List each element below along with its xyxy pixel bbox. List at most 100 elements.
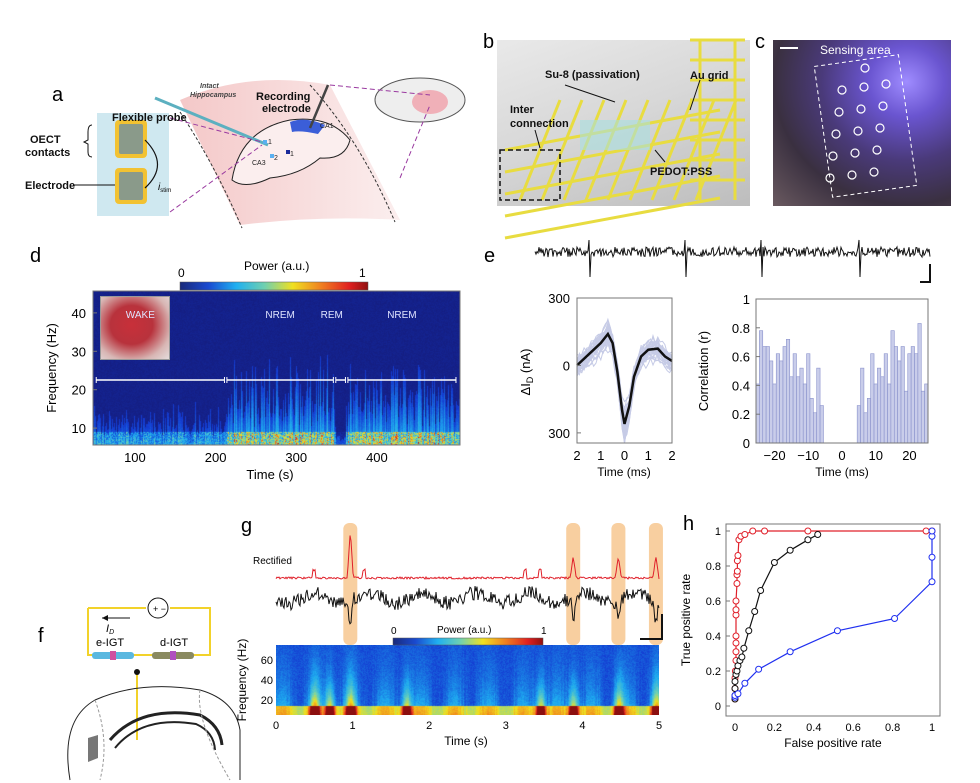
roc-point (770, 559, 778, 566)
correlation-bar (914, 353, 919, 444)
event-highlight (648, 523, 663, 645)
region-boundary (94, 699, 105, 781)
label-inter: Inter (510, 104, 535, 116)
ylabel-d: Frequency (Hz) (44, 323, 59, 413)
label-istim: istim (158, 182, 171, 194)
correlation-bar (866, 398, 871, 444)
correlation-bar (813, 412, 818, 444)
electrode-site-icon (872, 145, 882, 155)
correlation-bar (890, 330, 895, 444)
xtick-label: 2 (668, 448, 675, 463)
roc-point (734, 690, 742, 698)
state-label: NREM (265, 310, 294, 321)
correlation-bar (799, 367, 804, 444)
electrode-site-icon (825, 173, 835, 183)
d-igt-gate (170, 651, 176, 660)
colorbar-tick-0: 0 (391, 626, 397, 637)
xtick-label: 1 (645, 448, 652, 463)
electrode-site-icon (831, 129, 841, 139)
hippocampus-outline (231, 118, 351, 185)
label-electrode-word: electrode (262, 103, 311, 115)
ytick-label: 0.8 (706, 561, 721, 573)
correlation-bar (897, 360, 902, 444)
label-site-2: 2 (274, 155, 278, 162)
flexible-probe (154, 96, 269, 147)
panel-label-f: f (38, 625, 44, 647)
xtick-label: 200 (205, 450, 227, 465)
correlation-bar (786, 339, 791, 444)
electrode-site-icon (869, 167, 879, 177)
plot-frame-e1 (576, 297, 673, 444)
xtick-label: −10 (797, 448, 819, 463)
electrode-site-icon (856, 104, 866, 114)
correlation-bar (917, 323, 922, 444)
xtick-label: 0.8 (885, 722, 900, 734)
e-igt-gate (110, 651, 116, 660)
scale-bar-g (640, 614, 663, 640)
label-su8: Su-8 (passivation) (545, 69, 640, 81)
correlation-bar (782, 346, 787, 444)
interconnection-pointer (534, 129, 541, 149)
panel-b-device: Su-8 (passivation) Au grid Inter connect… (499, 38, 745, 240)
xtick-label: 0.2 (767, 722, 782, 734)
roc-point (732, 597, 740, 605)
ylabel-g: Frequency (Hz) (235, 639, 249, 722)
correlation-bar (860, 367, 865, 444)
electrode-site-icon (859, 82, 869, 92)
panel-a-schematic: Flexible probe Recording electrode OECT … (25, 77, 466, 229)
connection-dot (134, 669, 140, 675)
roc-point (738, 653, 746, 661)
correlation-bar (920, 390, 925, 444)
xtick-label: 5 (656, 720, 662, 732)
xlabel-g: Time (s) (444, 734, 488, 748)
ytick-label: 0.4 (732, 378, 750, 393)
oect-channel (119, 124, 143, 154)
roc-point (928, 553, 936, 561)
correlation-bar (802, 383, 807, 444)
roc-point (804, 527, 812, 535)
correlation-bar (796, 376, 801, 444)
single-spike-trace (576, 341, 672, 426)
zoom-line (169, 144, 263, 213)
roc-point (928, 527, 936, 535)
colorbar-tick-1: 1 (541, 626, 547, 637)
label-id: ID (106, 623, 114, 636)
label-ca1: CA1 (320, 123, 334, 130)
correlation-bar (779, 360, 784, 444)
xtick-label: 20 (902, 448, 916, 463)
roc-curve-2 (734, 531, 933, 698)
ytick-label: 20 (72, 383, 86, 398)
site-marker (270, 154, 274, 158)
roc-point (733, 567, 741, 575)
xtick-label: 2 (426, 720, 432, 732)
label-flexible-probe: Flexible probe (112, 112, 187, 124)
panel-h-roc: 0 0.2 0.4 0.6 0.8 1 0 0.2 0.4 0.6 0.8 1 True positi… (679, 523, 941, 750)
site-marker (286, 150, 290, 154)
panel-label-h: h (683, 513, 694, 535)
colorbar-g (392, 637, 544, 646)
correlation-bar (907, 353, 912, 444)
stim-current-arrow (144, 139, 159, 189)
label-recording: Recording (256, 91, 310, 103)
xtick-label: 0 (732, 722, 738, 734)
tissue-edge (179, 111, 243, 229)
correlation-bar (772, 383, 777, 444)
ytick-label: 30 (72, 344, 86, 359)
electrode-site-icon (850, 148, 860, 158)
correlation-bar (856, 405, 861, 444)
panel-label-e: e (484, 245, 495, 267)
mean-waveform (576, 331, 673, 425)
roc-point (755, 665, 763, 673)
correlation-bar (816, 367, 821, 444)
raw-trace-e (534, 239, 931, 278)
ca1-region (290, 119, 325, 134)
panel-c-photo: Sensing area (780, 43, 918, 198)
ytick-label: 0 (743, 436, 750, 451)
ytick-label: 40 (72, 306, 86, 321)
roc-point (928, 578, 936, 586)
ytick-label: 1 (743, 292, 750, 307)
hippocampus-layer (108, 711, 224, 746)
ytick-label: 10 (72, 421, 86, 436)
roc-point (734, 552, 742, 559)
